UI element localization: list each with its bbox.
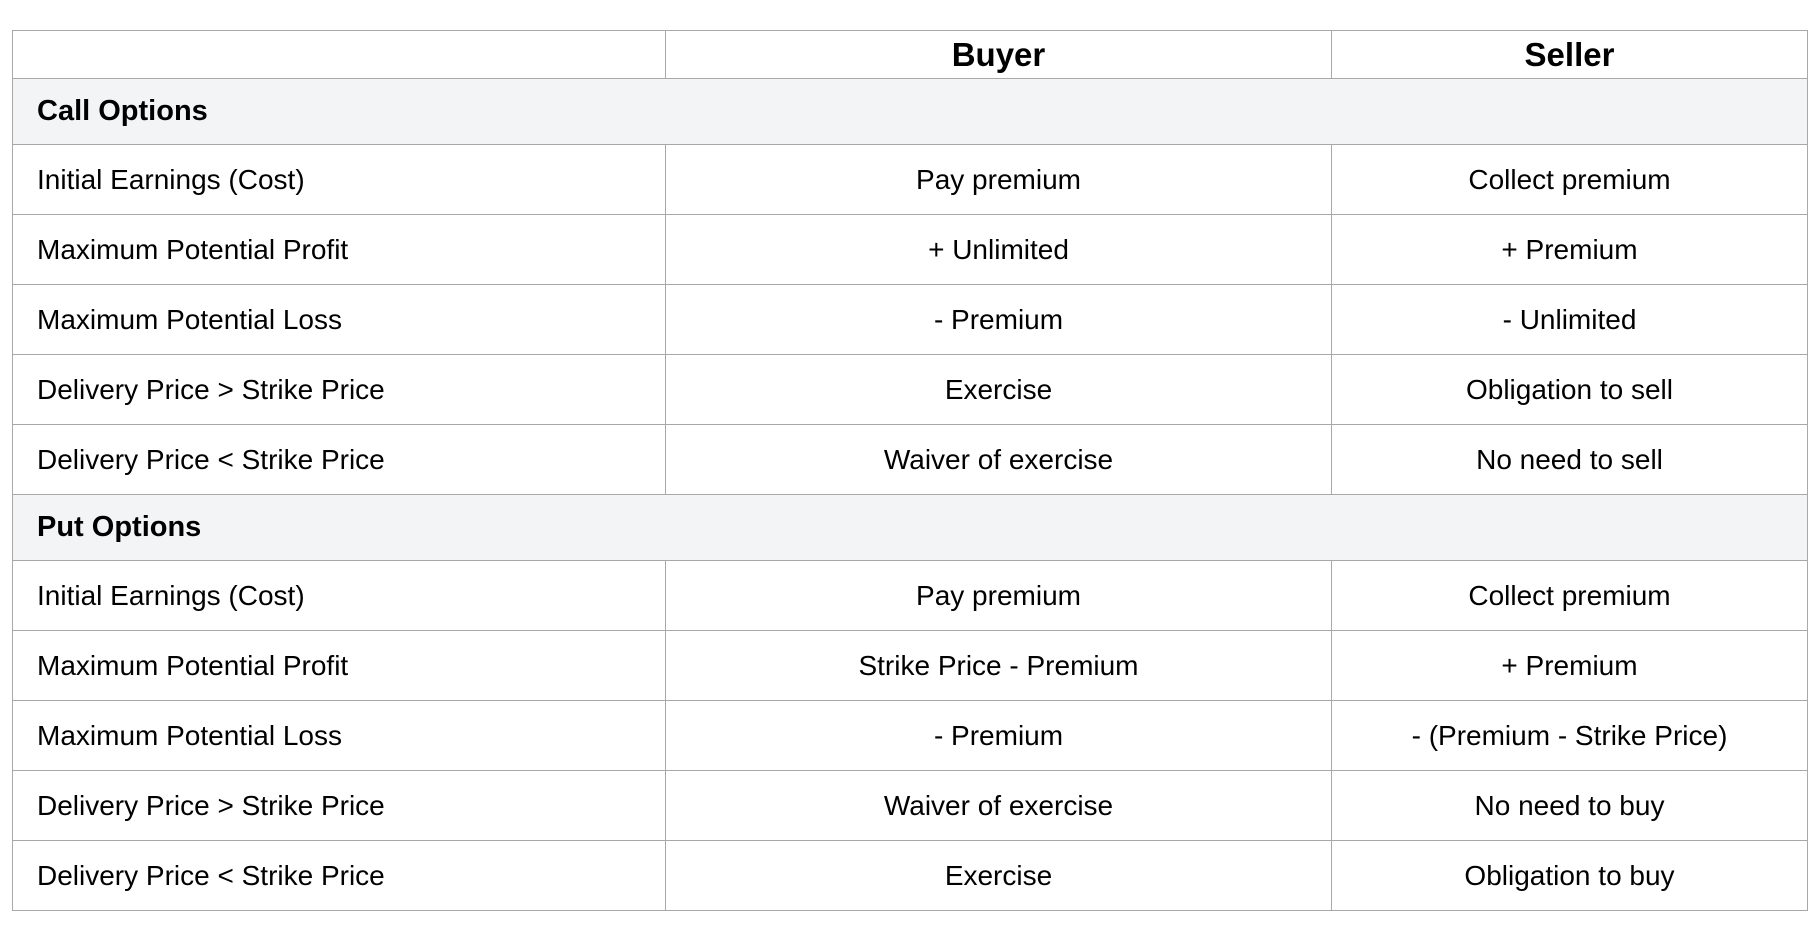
buyer-value: Waiver of exercise bbox=[665, 770, 1332, 841]
row-label: Maximum Potential Loss bbox=[12, 284, 666, 355]
row-label: Delivery Price < Strike Price bbox=[12, 424, 666, 495]
seller-value: Collect premium bbox=[1331, 144, 1808, 215]
table-row: Initial Earnings (Cost) Pay premium Collec… bbox=[12, 144, 1808, 215]
buyer-value: - Premium bbox=[665, 700, 1332, 771]
buyer-value: - Premium bbox=[665, 284, 1332, 355]
table-row: Delivery Price > Strike Price Exercise Obl… bbox=[12, 354, 1808, 425]
seller-value: Obligation to sell bbox=[1331, 354, 1808, 425]
row-label: Delivery Price > Strike Price bbox=[12, 354, 666, 425]
table-body: Call Options Initial Earnings (Cost) Pay p… bbox=[12, 78, 1808, 911]
row-label: Maximum Potential Profit bbox=[12, 630, 666, 701]
section-title: Call Options bbox=[12, 78, 1808, 145]
seller-value: + Premium bbox=[1331, 214, 1808, 285]
table-row: Delivery Price < Strike Price Waiver of e… bbox=[12, 424, 1808, 495]
row-label: Initial Earnings (Cost) bbox=[12, 560, 666, 631]
corner-cell bbox=[12, 30, 666, 79]
section-header-row: Put Options bbox=[12, 494, 1808, 561]
row-label: Initial Earnings (Cost) bbox=[12, 144, 666, 215]
options-comparison-table: Buyer Seller Call Options Initial Earning… bbox=[12, 30, 1808, 911]
buyer-value: + Unlimited bbox=[665, 214, 1332, 285]
table-row: Delivery Price > Strike Price Waiver of e… bbox=[12, 770, 1808, 841]
header-row: Buyer Seller bbox=[12, 30, 1808, 79]
buyer-value: Pay premium bbox=[665, 560, 1332, 631]
seller-value: Obligation to buy bbox=[1331, 840, 1808, 911]
seller-value: Collect premium bbox=[1331, 560, 1808, 631]
buyer-value: Waiver of exercise bbox=[665, 424, 1332, 495]
buyer-value: Exercise bbox=[665, 354, 1332, 425]
row-label: Delivery Price < Strike Price bbox=[12, 840, 666, 911]
row-label: Maximum Potential Profit bbox=[12, 214, 666, 285]
section-header-row: Call Options bbox=[12, 78, 1808, 145]
buyer-column-header: Buyer bbox=[665, 30, 1332, 79]
row-label: Delivery Price > Strike Price bbox=[12, 770, 666, 841]
seller-value: - Unlimited bbox=[1331, 284, 1808, 355]
seller-value: No need to sell bbox=[1331, 424, 1808, 495]
row-label: Maximum Potential Loss bbox=[12, 700, 666, 771]
buyer-value: Pay premium bbox=[665, 144, 1332, 215]
table-row: Maximum Potential Loss - Premium - (Premiu… bbox=[12, 700, 1808, 771]
table-row: Maximum Potential Profit Strike Price - P… bbox=[12, 630, 1808, 701]
section-title: Put Options bbox=[12, 494, 1808, 561]
table-row: Maximum Potential Profit + Unlimited + Pre… bbox=[12, 214, 1808, 285]
table-row: Initial Earnings (Cost) Pay premium Collec… bbox=[12, 560, 1808, 631]
buyer-value: Strike Price - Premium bbox=[665, 630, 1332, 701]
seller-column-header: Seller bbox=[1331, 30, 1808, 79]
table-row: Maximum Potential Loss - Premium - Unlimit… bbox=[12, 284, 1808, 355]
seller-value: + Premium bbox=[1331, 630, 1808, 701]
buyer-value: Exercise bbox=[665, 840, 1332, 911]
seller-value: No need to buy bbox=[1331, 770, 1808, 841]
table-row: Delivery Price < Strike Price Exercise Obl… bbox=[12, 840, 1808, 911]
seller-value: - (Premium - Strike Price) bbox=[1331, 700, 1808, 771]
